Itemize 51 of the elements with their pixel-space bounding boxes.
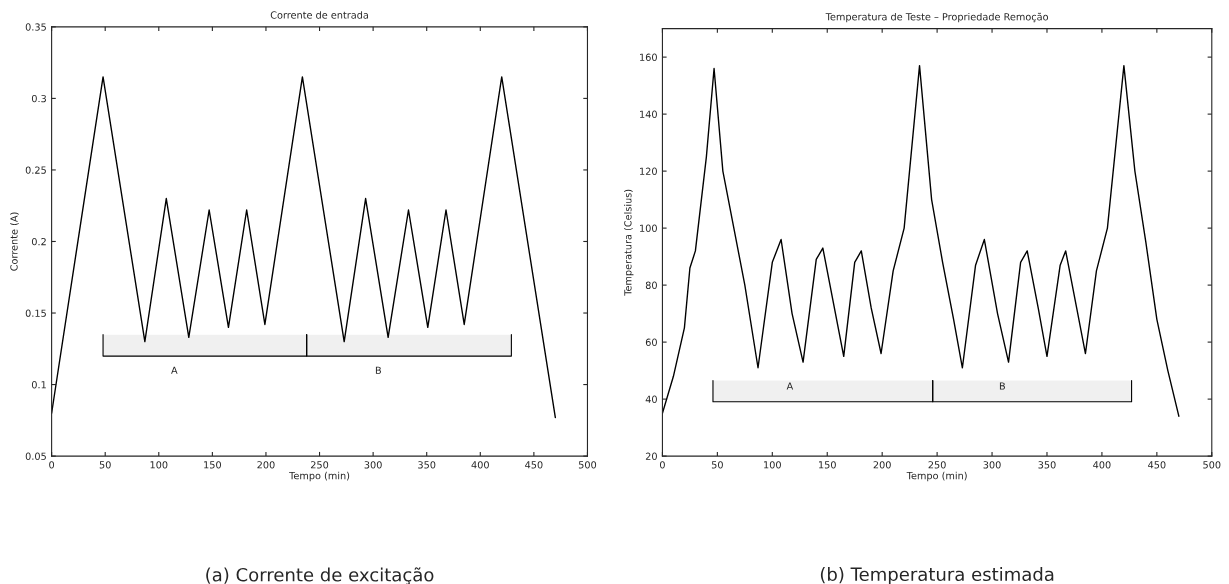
x-tick-label: 250 — [310, 461, 329, 469]
x-tick-label: 200 — [873, 461, 891, 469]
y-tick-label: 20 — [645, 452, 657, 460]
y-tick-label: 160 — [640, 53, 657, 61]
x-tick-label: 450 — [525, 461, 543, 469]
band-label: A — [786, 382, 794, 390]
x-axis-title: Tempo (min) — [906, 471, 967, 482]
x-tick-label: 350 — [418, 461, 436, 469]
x-tick-label: 250 — [928, 461, 946, 469]
x-tick-label: 400 — [1093, 461, 1111, 469]
line-series — [662, 64, 1180, 417]
band-label: A — [171, 366, 178, 374]
y-tick-label: 80 — [645, 281, 657, 289]
text: (b) Temperatura estimada — [820, 567, 1054, 584]
chart-title: Corrente de entrada — [270, 11, 368, 19]
y-tick-label: 0.15 — [25, 309, 46, 317]
x-tick-label: 150 — [204, 461, 221, 469]
y-tick-label: 100 — [640, 224, 657, 232]
y-axis-title: Corrente (A) — [10, 212, 19, 271]
x-tick-label: 0 — [49, 461, 55, 469]
chart-title: Temperatura de Teste – Propriedade Remoção — [825, 12, 1049, 23]
y-tick-label: 140 — [640, 110, 657, 118]
x-tick-label: 300 — [364, 461, 382, 469]
band-label: B — [999, 382, 1005, 390]
x-tick-label: 100 — [150, 461, 168, 469]
x-tick-label: 500 — [578, 461, 597, 469]
y-axis-title: Temperatura (Celsius) — [624, 189, 634, 296]
y-tick-label: 0.35 — [25, 23, 46, 31]
y-tick-label: 0.3 — [31, 94, 46, 103]
y-tick-label: 60 — [645, 338, 657, 346]
x-tick-label: 100 — [764, 461, 781, 469]
x-axis-title: Tempo (min) — [289, 471, 350, 482]
x-tick-label: 50 — [99, 461, 111, 469]
band-label: B — [375, 366, 381, 374]
x-tick-label: 300 — [983, 461, 1001, 469]
x-tick-label: 400 — [471, 461, 489, 469]
x-tick-label: 500 — [1203, 461, 1221, 469]
line-series — [51, 76, 557, 419]
y-tick-label: 40 — [645, 395, 657, 403]
x-tick-label: 50 — [711, 461, 723, 469]
text: (a) Corrente de excitação — [206, 567, 434, 584]
x-tick-label: 150 — [819, 461, 836, 469]
x-tick-label: 200 — [257, 461, 275, 469]
y-tick-label: 120 — [640, 167, 657, 175]
x-tick-label: 450 — [1148, 461, 1166, 469]
y-tick-label: 0.05 — [25, 452, 46, 460]
x-tick-label: 350 — [1038, 461, 1056, 469]
y-tick-label: 0.25 — [25, 166, 46, 174]
x-tick-label: 0 — [659, 461, 665, 469]
y-tick-label: 0.2 — [31, 237, 46, 246]
y-tick-label: 0.1 — [31, 381, 46, 389]
